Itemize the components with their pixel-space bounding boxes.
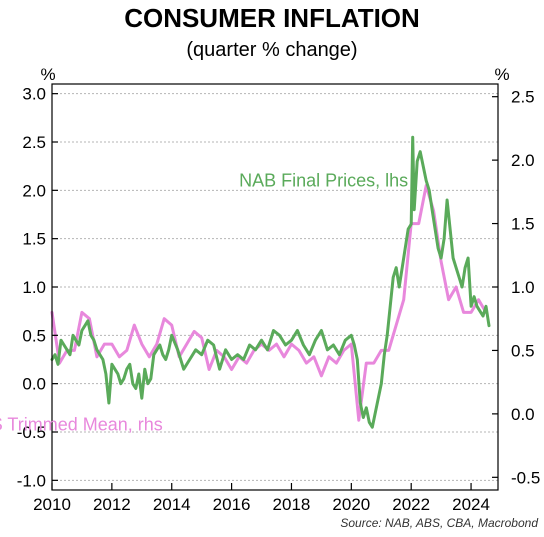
x-tick-label: 2016 — [213, 495, 251, 514]
right-tick-label: -0.5 — [511, 468, 540, 487]
left-tick-label: 2.0 — [22, 181, 46, 200]
nab-final-prices-line — [50, 135, 491, 429]
left-tick-label: 1.5 — [22, 230, 46, 249]
left-tick-label: 3.0 — [22, 85, 46, 104]
x-tick-label: 2022 — [392, 495, 430, 514]
series-lines — [50, 135, 491, 429]
left-axis-unit: % — [40, 65, 55, 84]
right-tick-label: 1.5 — [511, 215, 535, 234]
left-tick-label: 2.5 — [22, 133, 46, 152]
right-tick-label: 1.0 — [511, 278, 535, 297]
left-tick-label: 0.0 — [22, 375, 46, 394]
x-tick-label: 2010 — [33, 495, 71, 514]
left-tick-label: -0.5 — [17, 423, 46, 442]
nab-final-prices-annotation: NAB Final Prices, lhs — [239, 171, 408, 191]
abs-trimmed-mean-line — [50, 184, 488, 422]
right-tick-label: 2.0 — [511, 151, 535, 170]
x-tick-label: 2020 — [332, 495, 370, 514]
abs-trimmed-mean-annotation: ABS Trimmed Mean, rhs — [0, 414, 163, 434]
left-tick-label: -1.0 — [17, 471, 46, 490]
right-tick-label: 0.0 — [511, 405, 535, 424]
chart-title: CONSUMER INFLATION — [124, 3, 420, 33]
x-tick-label: 2024 — [452, 495, 490, 514]
left-tick-label: 0.5 — [22, 326, 46, 345]
x-tick-label: 2014 — [153, 495, 191, 514]
right-tick-label: 2.5 — [511, 88, 535, 107]
x-tick-label: 2012 — [93, 495, 131, 514]
axes: -1.0 -0.5 0.0 0.5 1.0 1.5 2.0 2.5 3.0 -0.5 0.0 0.5 1… — [17, 85, 541, 514]
right-axis-unit: % — [494, 65, 509, 84]
right-tick-label: 0.5 — [511, 341, 535, 360]
chart-subtitle: (quarter % change) — [186, 39, 357, 61]
x-tick-label: 2018 — [273, 495, 311, 514]
left-tick-label: 1.0 — [22, 278, 46, 297]
series-annotations: NAB Final Prices, lhs ABS Trimmed Mean, r… — [0, 171, 408, 435]
source-note: Source: NAB, ABS, CBA, Macrobond — [340, 516, 538, 530]
